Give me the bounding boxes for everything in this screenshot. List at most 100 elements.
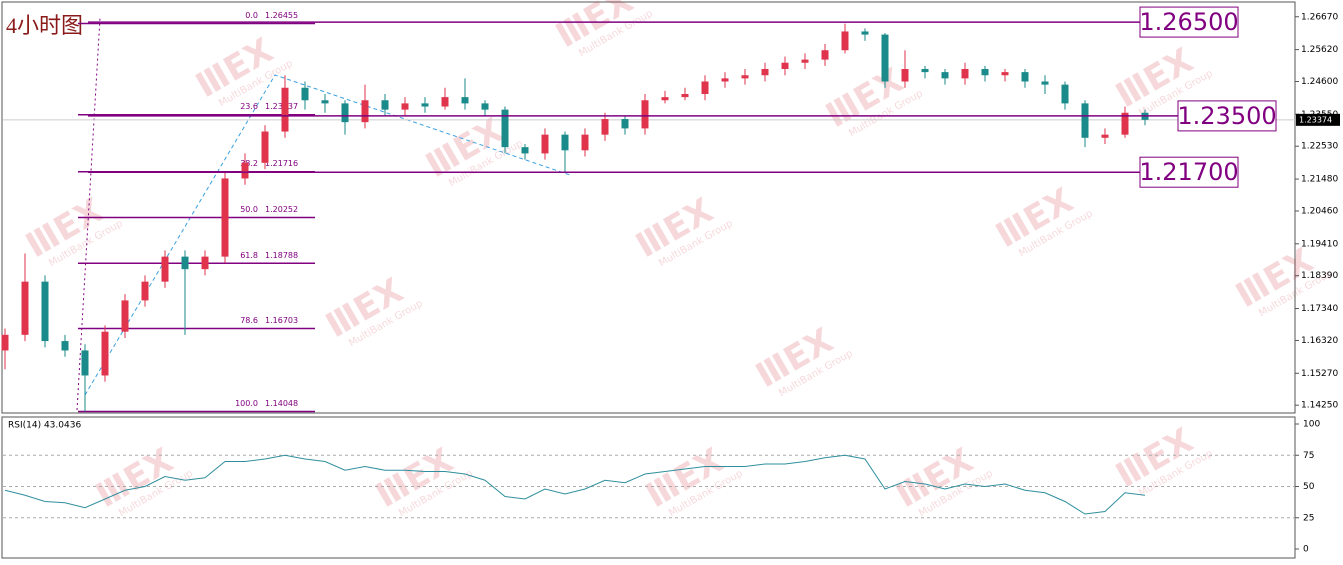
candle-body bbox=[661, 97, 669, 101]
fib-price: 1.16703 bbox=[265, 316, 298, 325]
candle-body bbox=[261, 131, 269, 163]
y-tick-label: 1.17340 bbox=[1301, 304, 1338, 314]
rsi-panel bbox=[1, 416, 1296, 559]
candle-body bbox=[321, 100, 329, 104]
chart-title: 4小时图 bbox=[6, 13, 83, 38]
candle-body bbox=[241, 162, 249, 179]
candle-body bbox=[221, 178, 229, 257]
candle-body bbox=[1041, 81, 1049, 85]
candle-body bbox=[281, 87, 289, 132]
candle-body bbox=[741, 75, 749, 79]
candle-body bbox=[921, 68, 929, 73]
candle-body bbox=[201, 256, 209, 270]
candle-body bbox=[1, 334, 9, 351]
level-label: 1.26500 bbox=[1139, 8, 1238, 36]
candle-body bbox=[581, 134, 589, 151]
candle-body bbox=[681, 94, 689, 98]
candle-body bbox=[101, 331, 109, 376]
fib-level: 23.6 bbox=[240, 102, 258, 111]
candle-body bbox=[901, 68, 909, 82]
fib-price: 1.14048 bbox=[265, 399, 298, 408]
candle-body bbox=[621, 119, 629, 129]
y-tick-label: 1.21480 bbox=[1301, 175, 1338, 185]
candle-body bbox=[1021, 72, 1029, 82]
y-tick-label: 1.20460 bbox=[1301, 206, 1338, 216]
candle-body bbox=[941, 72, 949, 79]
y-tick-label: 1.25620 bbox=[1301, 45, 1338, 55]
rsi-label: RSI(14) 43.0436 bbox=[8, 421, 81, 431]
fib-level: 50.0 bbox=[240, 205, 258, 214]
last-price-box bbox=[1296, 113, 1340, 126]
candle-body bbox=[301, 87, 309, 101]
y-tick-label: 1.24600 bbox=[1301, 77, 1338, 87]
candle-body bbox=[781, 62, 789, 69]
candle-body bbox=[21, 281, 29, 335]
candle-body bbox=[441, 97, 449, 107]
candle-body bbox=[161, 256, 169, 282]
rsi-tick-label: 100 bbox=[1303, 420, 1320, 430]
candle-body bbox=[721, 78, 729, 82]
candle-body bbox=[821, 50, 829, 60]
rsi-tick-label: 75 bbox=[1303, 451, 1314, 461]
candle-body bbox=[81, 350, 89, 376]
rsi-tick-label: 50 bbox=[1303, 482, 1315, 492]
candle-body bbox=[701, 81, 709, 95]
candle-body bbox=[121, 300, 129, 332]
candle-body bbox=[141, 281, 149, 301]
candle-body bbox=[1081, 103, 1089, 138]
fib-level: 38.2 bbox=[240, 159, 258, 168]
candle-body bbox=[461, 97, 469, 104]
candle-body bbox=[61, 341, 69, 351]
trend-line bbox=[84, 74, 571, 396]
fib-price: 1.21716 bbox=[265, 159, 298, 168]
candle-body bbox=[1001, 72, 1009, 76]
rsi-tick-label: 0 bbox=[1303, 545, 1309, 555]
candle-body bbox=[801, 59, 809, 63]
y-tick-label: 1.22530 bbox=[1301, 142, 1338, 152]
fib-level: 78.6 bbox=[240, 316, 258, 325]
level-box bbox=[1139, 156, 1239, 188]
rsi-tick-label: 25 bbox=[1303, 513, 1314, 523]
level-box bbox=[1139, 6, 1239, 38]
candle-body bbox=[561, 134, 569, 151]
candle-body bbox=[541, 134, 549, 154]
candle-body bbox=[981, 68, 989, 76]
level-box bbox=[1177, 100, 1277, 132]
fib-level: 0.0 bbox=[245, 11, 258, 20]
y-tick-label: 1.15270 bbox=[1301, 369, 1338, 379]
candle-body bbox=[841, 31, 849, 51]
candle-body bbox=[961, 68, 969, 79]
candle-body bbox=[1101, 134, 1109, 138]
candle-body bbox=[341, 103, 349, 123]
candle-body bbox=[1121, 112, 1129, 135]
fib-price: 1.20252 bbox=[265, 205, 298, 214]
candle-body bbox=[521, 147, 529, 154]
y-tick-label: 1.18390 bbox=[1301, 271, 1338, 281]
fib-anchor bbox=[76, 17, 101, 411]
fib-price: 1.26455 bbox=[265, 11, 298, 20]
y-tick-label: 1.14250 bbox=[1301, 401, 1338, 411]
candle-body bbox=[641, 100, 649, 129]
fib-level: 100.0 bbox=[235, 399, 258, 408]
level-label: 1.21700 bbox=[1139, 158, 1238, 186]
candle-body bbox=[881, 34, 889, 82]
rsi-line bbox=[4, 454, 1146, 515]
y-tick-label: 1.16320 bbox=[1301, 336, 1338, 346]
level-label: 1.23500 bbox=[1177, 102, 1276, 130]
candle-body bbox=[381, 100, 389, 110]
main-panel bbox=[1, 1, 1296, 414]
candle-body bbox=[181, 256, 189, 270]
fib-price: 1.18788 bbox=[265, 251, 298, 260]
candle-body bbox=[861, 31, 869, 35]
candle-body bbox=[501, 109, 509, 148]
y-tick-label: 1.19410 bbox=[1301, 239, 1338, 249]
last-price-label: 1.23374 bbox=[1299, 115, 1332, 124]
candle-body bbox=[421, 103, 429, 107]
candle-body bbox=[601, 119, 609, 135]
candle-body bbox=[361, 100, 369, 123]
candle-body bbox=[761, 68, 769, 76]
candle-body bbox=[401, 103, 409, 110]
candle-body bbox=[41, 281, 49, 342]
candle-body bbox=[481, 103, 489, 110]
